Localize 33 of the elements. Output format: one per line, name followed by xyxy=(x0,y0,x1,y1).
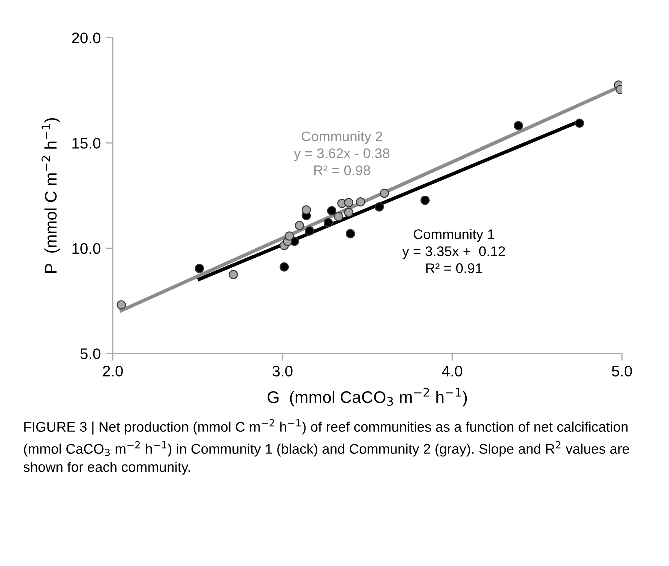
x-tick-label: 5.0 xyxy=(612,366,632,377)
y-tick-label: 5.0 xyxy=(80,348,101,360)
point xyxy=(284,232,294,241)
point xyxy=(344,198,354,208)
point xyxy=(380,188,390,198)
point xyxy=(420,196,430,206)
point xyxy=(374,202,384,212)
point xyxy=(324,218,334,228)
x-axis-title: G (mmol CaCO$_{3}$ m$^{−2}$ h$^{−1}$) xyxy=(268,388,468,407)
x-tick-label: 2.0 xyxy=(103,366,124,377)
point xyxy=(116,300,126,310)
point xyxy=(344,208,354,218)
y-tick-label: 15.0 xyxy=(72,138,101,149)
point xyxy=(356,198,366,207)
point xyxy=(346,229,356,239)
point xyxy=(334,212,344,222)
point xyxy=(575,118,584,128)
annotation: Community 1 y = 3.35x + 0.12 R² = 0.91 xyxy=(402,229,506,274)
y-axis-title: P (mmol C m$^{−2}$ h$^{−1}$) xyxy=(42,118,60,273)
point xyxy=(302,206,312,215)
x-tick-label: 3.0 xyxy=(272,366,293,377)
point xyxy=(228,270,238,280)
point xyxy=(305,226,315,236)
annotation: Community 2 y = 3.62x - 0.38 R² = 0.98 xyxy=(294,131,390,176)
point xyxy=(327,206,337,216)
point xyxy=(514,121,524,131)
text: FIGURE 3 | Net production (mmol C m$^{−2}$ h$^{−1}$) of reef communities as a function of net calcification (mmol CaCO$_{3}$ m$^{−2}$ h$^{−1}$) in Community 1 (black) and Community 2 (gray). Slope and R$^{2}$ values are shown for each community. xyxy=(24,419,630,475)
point xyxy=(194,264,204,274)
point xyxy=(295,221,304,230)
y-tick-label: 10.0 xyxy=(72,243,101,254)
x-tick-label: 4.0 xyxy=(442,366,462,377)
y-tick-label: 20.0 xyxy=(72,32,101,44)
point xyxy=(280,262,290,272)
